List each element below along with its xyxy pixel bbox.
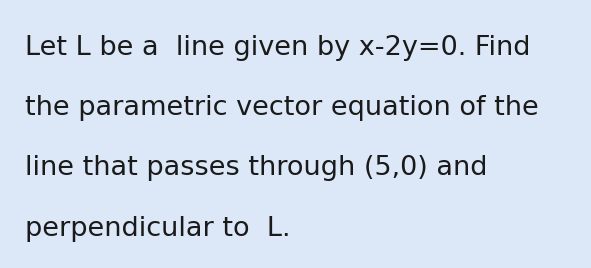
Text: perpendicular to  L.: perpendicular to L. xyxy=(25,216,290,242)
Text: Let L be a  line given by x-2y=0. Find: Let L be a line given by x-2y=0. Find xyxy=(25,35,530,61)
Text: line that passes through (5,0) and: line that passes through (5,0) and xyxy=(25,155,488,181)
FancyBboxPatch shape xyxy=(9,5,582,261)
Text: the parametric vector equation of the: the parametric vector equation of the xyxy=(25,95,538,121)
